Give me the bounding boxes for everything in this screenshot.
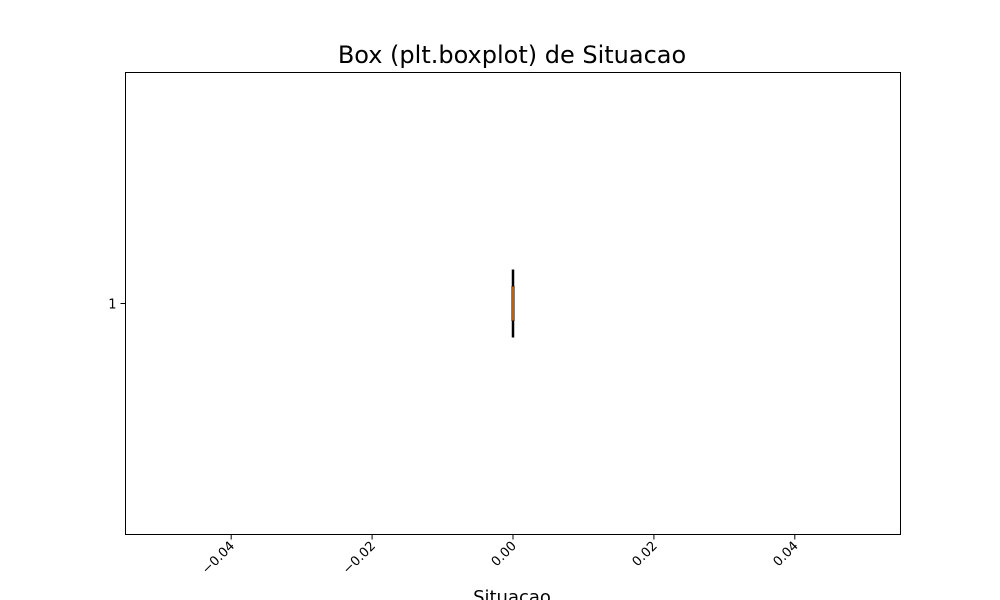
x-axis: −0.04 −0.02 0.00 0.02 0.04 bbox=[199, 534, 802, 578]
x-tick-label: 0.04 bbox=[771, 539, 802, 570]
y-axis: 1 bbox=[108, 298, 126, 313]
x-tick-label: −0.02 bbox=[340, 539, 379, 578]
chart-title: Box (plt.boxplot) de Situacao bbox=[338, 41, 686, 69]
x-tick-label: 0.02 bbox=[630, 539, 661, 570]
x-axis-label: Situacao bbox=[473, 587, 551, 600]
x-tick-label: −0.04 bbox=[199, 539, 238, 578]
x-tick-label: 0.00 bbox=[489, 539, 520, 570]
y-tick-label: 1 bbox=[108, 298, 116, 313]
box-series bbox=[511, 269, 515, 338]
